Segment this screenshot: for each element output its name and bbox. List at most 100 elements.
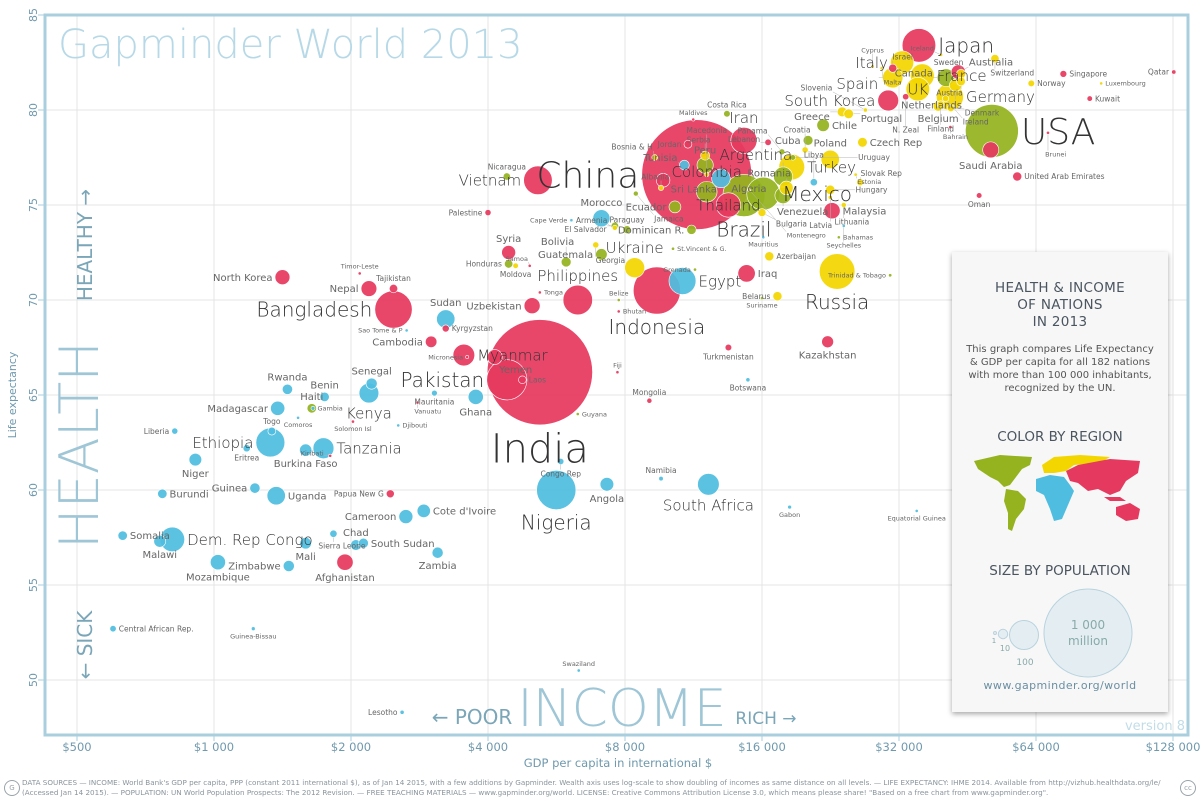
- bubble-belarus[interactable]: [772, 291, 783, 302]
- bubble-namibia[interactable]: [658, 476, 664, 482]
- bubble-swaziland[interactable]: [576, 668, 581, 673]
- bubble-solomon-isl[interactable]: [351, 419, 355, 424]
- bubble-mauritius[interactable]: [761, 235, 766, 240]
- bubble-south-sudan[interactable]: [358, 537, 369, 549]
- bubble-burkina-faso[interactable]: [299, 443, 313, 457]
- bubble-colombia[interactable]: [696, 181, 718, 203]
- bubble-bahamas[interactable]: [836, 235, 841, 240]
- bubble-niger[interactable]: [188, 452, 202, 467]
- bubble-cuba[interactable]: [802, 135, 814, 146]
- bubble-senegal[interactable]: [365, 377, 378, 390]
- creative-commons-icon[interactable]: cc: [1180, 780, 1196, 796]
- bubble-djibouti[interactable]: [396, 423, 401, 428]
- bubble-seychelles[interactable]: [841, 223, 846, 228]
- bubble-mongolia[interactable]: [646, 397, 653, 404]
- bubble-somalia[interactable]: [117, 530, 128, 541]
- bubble-malta[interactable]: [879, 66, 884, 71]
- bubble-liberia[interactable]: [171, 427, 179, 435]
- bubble-macedonia[interactable]: [704, 172, 710, 178]
- bubble-uzbekistan[interactable]: [523, 297, 541, 315]
- bubble-comoros[interactable]: [296, 415, 300, 420]
- bubble-honduras[interactable]: [504, 259, 514, 269]
- bubble-mozambique[interactable]: [210, 554, 226, 571]
- bubble-trinidad-tobago[interactable]: [888, 273, 893, 278]
- bubble-malawi[interactable]: [153, 535, 167, 548]
- bubble-japan[interactable]: [901, 28, 937, 63]
- bubble-sao-tome-p[interactable]: [404, 328, 409, 333]
- bubble-st-vincent-g[interactable]: [671, 246, 675, 251]
- bubble-bhutan[interactable]: [616, 309, 621, 314]
- bubble-paraguay[interactable]: [622, 225, 632, 234]
- bubble-luxembourg[interactable]: [1099, 81, 1104, 86]
- bubble-guinea[interactable]: [249, 482, 261, 494]
- bubble-vietnam[interactable]: [523, 165, 553, 195]
- bubble-lesotho[interactable]: [399, 709, 405, 715]
- bubble-belize[interactable]: [616, 298, 621, 302]
- bubble-uganda[interactable]: [266, 486, 286, 506]
- bubble-iceland[interactable]: [939, 53, 944, 57]
- bubble-nigeria[interactable]: [536, 470, 577, 510]
- bubble-eritrea[interactable]: [242, 444, 251, 453]
- bubble-benin[interactable]: [319, 391, 330, 402]
- bubble-ecuador[interactable]: [668, 200, 682, 214]
- bubble-pakistan[interactable]: [486, 359, 528, 401]
- bubble-uk[interactable]: [905, 76, 930, 102]
- bubble-norway[interactable]: [1027, 79, 1035, 88]
- bubble-qatar[interactable]: [1171, 69, 1177, 75]
- bubble-ireland[interactable]: [942, 95, 950, 103]
- bubble-azerbaijan[interactable]: [764, 251, 775, 262]
- bubble-gambia[interactable]: [310, 406, 316, 411]
- bubble-kuwait[interactable]: [1086, 95, 1093, 102]
- bubble-laos[interactable]: [518, 375, 527, 384]
- bubble-ghana[interactable]: [467, 389, 484, 405]
- bubble-palestine[interactable]: [484, 209, 492, 216]
- bubble-saudi-arabia[interactable]: [982, 141, 1000, 159]
- bubble-kazakhstan[interactable]: [821, 335, 834, 349]
- bubble-micronesia[interactable]: [465, 355, 470, 359]
- bubble-cambodia[interactable]: [425, 335, 438, 348]
- bubble-cyprus[interactable]: [870, 64, 875, 69]
- bubble-mauritania[interactable]: [431, 389, 438, 397]
- bubble-malaysia[interactable]: [823, 202, 841, 220]
- bubble-serbia[interactable]: [700, 150, 711, 161]
- bubble-morocco[interactable]: [592, 209, 611, 228]
- bubble-russia[interactable]: [819, 253, 856, 290]
- bubble-gabon[interactable]: [787, 504, 792, 510]
- bubble-cameroon[interactable]: [398, 509, 414, 524]
- bubble-samoa[interactable]: [527, 263, 532, 268]
- bubble-albania[interactable]: [658, 184, 665, 191]
- bubble-armenia[interactable]: [611, 224, 618, 231]
- bubble-oman[interactable]: [976, 192, 983, 199]
- bubble-burundi[interactable]: [157, 488, 168, 499]
- bubble-turkmenistan[interactable]: [724, 343, 733, 352]
- bubble-ukraine[interactable]: [624, 257, 645, 278]
- bubble-equatorial-guinea[interactable]: [914, 508, 919, 513]
- bubble-central-african-rep[interactable]: [109, 625, 117, 633]
- bubble-togo[interactable]: [267, 426, 277, 436]
- bubble-georgia[interactable]: [592, 241, 600, 249]
- bubble-iraq[interactable]: [737, 264, 756, 283]
- bubble-iran[interactable]: [730, 127, 758, 154]
- bubble-north-korea[interactable]: [274, 269, 291, 285]
- bubble-mali[interactable]: [299, 537, 312, 550]
- bubble-angola[interactable]: [599, 477, 615, 492]
- bubble-dominican-r[interactable]: [686, 224, 697, 235]
- bubble-nepal[interactable]: [360, 280, 378, 297]
- bubble-jordan[interactable]: [683, 139, 693, 149]
- bubble-madagascar[interactable]: [270, 400, 286, 416]
- bubble-thailand[interactable]: [715, 192, 741, 218]
- bubble-slovenia[interactable]: [863, 107, 868, 113]
- bubble-singapore[interactable]: [1059, 70, 1068, 78]
- bubble-montenegro[interactable]: [747, 187, 752, 192]
- bubble-fiji[interactable]: [615, 370, 620, 375]
- bubble-portugal[interactable]: [843, 108, 854, 119]
- bubble-cape-verde[interactable]: [569, 218, 574, 223]
- bubble-bulgaria[interactable]: [757, 208, 767, 217]
- bubble-moldova[interactable]: [512, 262, 519, 269]
- bubble-guinea-bissau[interactable]: [251, 626, 256, 631]
- bubble-kyrgyzstan[interactable]: [441, 324, 450, 333]
- bubble-zambia[interactable]: [431, 546, 444, 559]
- bubble-tonga[interactable]: [537, 290, 542, 295]
- bubble-yemen[interactable]: [487, 349, 503, 365]
- bubble-afghanistan[interactable]: [336, 553, 354, 571]
